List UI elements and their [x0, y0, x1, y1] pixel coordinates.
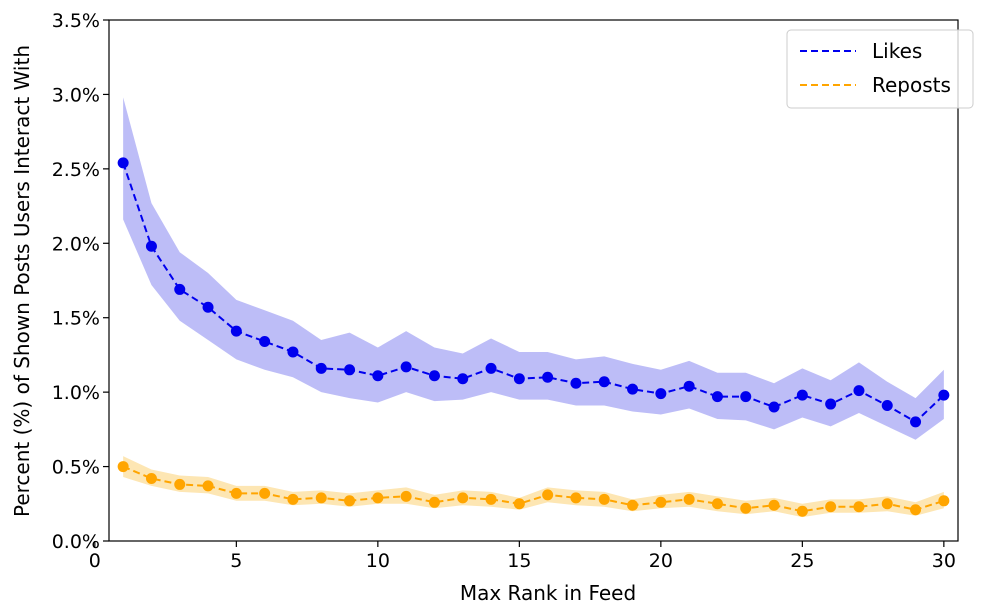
likes-point-20 [655, 388, 667, 400]
reposts-confidence-band [123, 456, 944, 518]
reposts-point-22 [711, 498, 723, 510]
likes-point-2 [145, 240, 157, 252]
reposts-point-17 [570, 492, 582, 504]
reposts-point-28 [881, 498, 893, 510]
y-tick-label-1: 0.5% [52, 457, 100, 479]
reposts-point-7 [287, 493, 299, 505]
likes-point-3 [174, 283, 186, 295]
reposts-point-18 [598, 493, 610, 505]
reposts-point-26 [825, 501, 837, 513]
y-tick-label-7: 3.5% [52, 10, 100, 32]
reposts-point-12 [428, 496, 440, 508]
reposts-point-30 [938, 495, 950, 507]
legend-label-reposts: Reposts [872, 73, 951, 97]
likes-point-22 [711, 391, 723, 403]
reposts-point-9 [344, 495, 356, 507]
y-tick-label-6: 3.0% [52, 84, 100, 106]
reposts-point-3 [174, 478, 186, 490]
likes-point-6 [259, 336, 271, 348]
likes-point-28 [881, 400, 893, 412]
x-tick-label-5: 5 [230, 550, 242, 572]
likes-point-30 [938, 389, 950, 401]
legend-frame [786, 29, 974, 109]
likes-point-18 [598, 376, 610, 388]
likes-point-8 [315, 362, 327, 374]
likes-point-25 [796, 389, 808, 401]
y-tick-label-0: 0.0% [52, 531, 100, 553]
confidence-bands [123, 97, 944, 518]
series-points [117, 157, 950, 517]
x-axis-ticks: 0 5 10 15 20 25 30 [89, 541, 956, 572]
x-tick-label-15: 15 [507, 550, 531, 572]
reposts-point-11 [400, 490, 412, 502]
likes-point-23 [740, 391, 752, 403]
reposts-point-15 [513, 498, 525, 510]
reposts-point-24 [768, 499, 780, 511]
y-tick-label-3: 1.5% [52, 308, 100, 330]
reposts-point-23 [740, 502, 752, 514]
likes-point-13 [457, 373, 469, 385]
reposts-point-6 [259, 487, 271, 499]
reposts-point-20 [655, 496, 667, 508]
y-tick-label-5: 2.5% [52, 159, 100, 181]
likes-point-24 [768, 401, 780, 413]
y-tick-label-2: 1.0% [52, 382, 100, 404]
legend: Likes Reposts [786, 29, 974, 109]
x-axis-label: Max Rank in Feed [460, 581, 636, 605]
reposts-point-13 [457, 492, 469, 504]
likes-point-29 [910, 416, 922, 428]
likes-point-17 [570, 377, 582, 389]
y-axis-ticks: 0.0% 0.5% 1.0% 1.5% 2.0% 2.5% 3.0% 3.5% [52, 10, 109, 553]
likes-point-5 [230, 325, 242, 337]
y-axis-label: Percent (%) of Shown Posts Users Interac… [10, 45, 34, 517]
likes-point-15 [513, 373, 525, 385]
likes-confidence-band [123, 97, 944, 440]
x-tick-label-25: 25 [790, 550, 814, 572]
x-tick-label-0: 0 [89, 550, 101, 572]
likes-point-26 [825, 398, 837, 410]
likes-point-14 [485, 362, 497, 374]
y-tick-label-4: 2.0% [52, 233, 100, 255]
legend-label-likes: Likes [872, 39, 922, 63]
reposts-point-1 [117, 461, 129, 473]
reposts-point-29 [910, 504, 922, 516]
reposts-point-19 [627, 499, 639, 511]
reposts-point-25 [796, 505, 808, 517]
likes-point-16 [542, 371, 554, 383]
reposts-point-2 [145, 472, 157, 484]
likes-point-12 [428, 370, 440, 382]
likes-point-4 [202, 301, 214, 313]
likes-point-10 [372, 370, 384, 382]
likes-point-11 [400, 361, 412, 373]
plot-frame [108, 19, 959, 542]
likes-point-19 [627, 383, 639, 395]
reposts-point-5 [230, 487, 242, 499]
reposts-point-10 [372, 492, 384, 504]
reposts-point-16 [542, 489, 554, 501]
reposts-point-21 [683, 493, 695, 505]
reposts-point-14 [485, 493, 497, 505]
reposts-point-27 [853, 501, 865, 513]
reposts-point-8 [315, 492, 327, 504]
likes-point-27 [853, 385, 865, 397]
x-tick-label-20: 20 [649, 550, 673, 572]
reposts-point-4 [202, 480, 214, 492]
x-tick-label-10: 10 [366, 550, 390, 572]
likes-point-21 [683, 380, 695, 392]
x-tick-label-30: 30 [932, 550, 956, 572]
likes-point-7 [287, 346, 299, 358]
likes-point-9 [344, 364, 356, 376]
likes-point-1 [117, 157, 129, 169]
